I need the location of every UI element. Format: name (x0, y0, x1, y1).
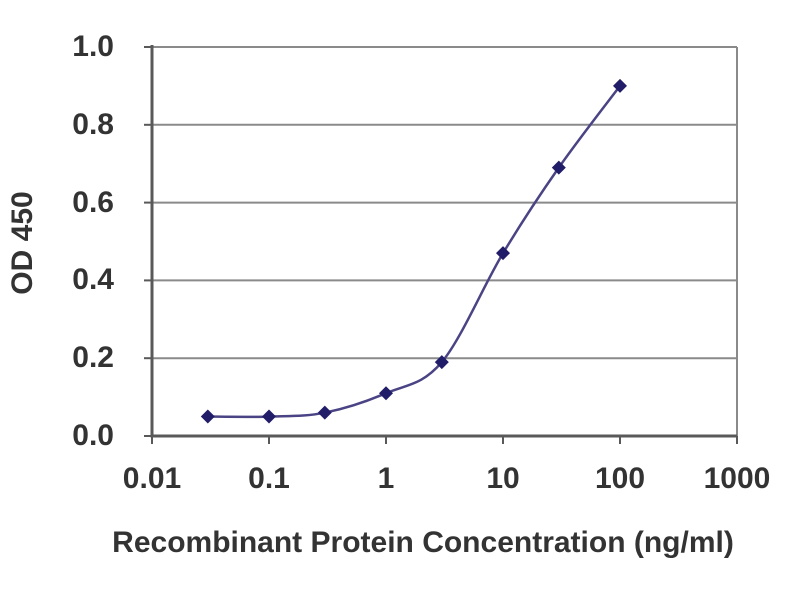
y-tick-label-0.6: 0.6 (72, 186, 114, 219)
x-tick-label-100: 100 (594, 462, 646, 495)
data-point-marker-1 (379, 386, 393, 401)
y-tick-label-0.4: 0.4 (72, 263, 114, 296)
data-point-marker-10 (496, 246, 510, 261)
data-point-marker-100 (613, 78, 627, 93)
data-point-marker-0.3 (317, 405, 332, 420)
series-line (207, 85, 621, 419)
y-tick-label-0.2: 0.2 (72, 341, 114, 374)
y-tick-label-0.8: 0.8 (72, 108, 114, 141)
y-axis-title: OD 450 (6, 191, 39, 295)
data-point-marker-30 (551, 160, 566, 175)
x-tick-label-0.1: 0.1 (248, 462, 290, 495)
data-point-marker-0.03 (200, 409, 215, 424)
y-tick-label-1.0: 1.0 (72, 30, 114, 63)
x-tick-label-10: 10 (486, 462, 520, 495)
x-tick-label-1: 1 (377, 462, 395, 495)
x-tick-label-1000: 1000 (703, 462, 771, 495)
x-tick-label-0.01: 0.01 (122, 462, 182, 495)
data-point-marker-3 (434, 355, 449, 370)
y-tick-label-0.0: 0.0 (72, 419, 114, 452)
data-point-marker-0.1 (262, 409, 276, 424)
x-axis-title: Recombinant Protein Concentration (ng/ml… (112, 526, 734, 559)
